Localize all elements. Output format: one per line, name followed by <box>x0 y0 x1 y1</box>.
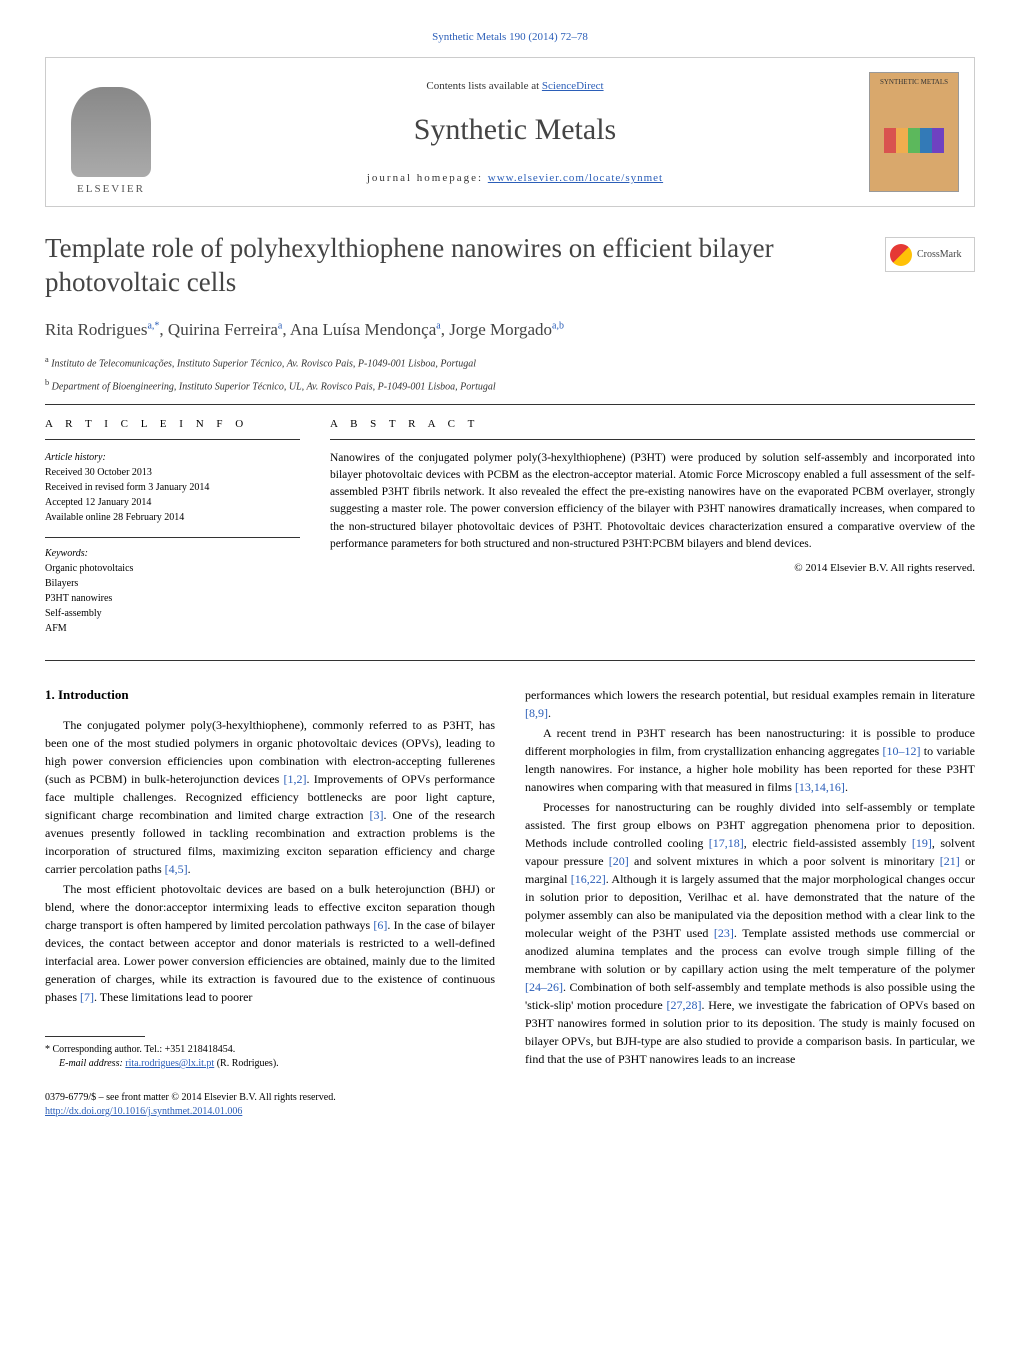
reference-link[interactable]: [10–12] <box>882 744 920 758</box>
issn-line: 0379-6779/$ – see front matter © 2014 El… <box>45 1091 495 1105</box>
journal-header: ELSEVIER Contents lists available at Sci… <box>45 57 975 207</box>
homepage-link[interactable]: www.elsevier.com/locate/synmet <box>488 172 663 184</box>
intro-heading: 1. Introduction <box>45 686 495 704</box>
left-column: 1. Introduction The conjugated polymer p… <box>45 686 495 1119</box>
history-line: Received 30 October 2013 <box>45 465 300 480</box>
abstract-heading: A B S T R A C T <box>330 417 975 439</box>
history-label: Article history: <box>45 450 300 465</box>
reference-link[interactable]: [3] <box>370 808 384 822</box>
article-info-heading: A R T I C L E I N F O <box>45 417 300 439</box>
info-abstract-row: A R T I C L E I N F O Article history: R… <box>45 404 975 660</box>
info-divider <box>45 537 300 538</box>
cover-label: SYNTHETIC METALS <box>880 78 948 88</box>
corresponding-line: * Corresponding author. Tel.: +351 21841… <box>45 1043 495 1057</box>
email-suffix: (R. Rodrigues). <box>214 1058 278 1069</box>
reference-link[interactable]: [20] <box>609 854 629 868</box>
reference-link[interactable]: [4,5] <box>165 862 188 876</box>
history-line: Received in revised form 3 January 2014 <box>45 480 300 495</box>
header-citation: Synthetic Metals 190 (2014) 72–78 <box>45 30 975 45</box>
cover-color-band <box>884 128 944 153</box>
abstract-copyright: © 2014 Elsevier B.V. All rights reserved… <box>330 561 975 576</box>
keyword-line: AFM <box>45 621 300 636</box>
reference-link[interactable]: [1,2] <box>284 772 307 786</box>
authors-line: Rita Rodriguesa,*, Quirina Ferreiraa, An… <box>45 318 975 342</box>
body-paragraph: Processes for nanostructuring can be rou… <box>525 798 975 1068</box>
email-link[interactable]: rita.rodrigues@lx.it.pt <box>125 1058 214 1069</box>
keyword-line: Organic photovoltaics <box>45 561 300 576</box>
email-line: E-mail address: rita.rodrigues@lx.it.pt … <box>45 1057 495 1071</box>
keyword-line: Self-assembly <box>45 606 300 621</box>
reference-link[interactable]: [6] <box>373 918 387 932</box>
affiliation-line: a Instituto de Telecomunicações, Institu… <box>45 354 975 371</box>
crossmark-label: CrossMark <box>917 248 961 262</box>
band-strip <box>920 128 932 153</box>
email-label: E-mail address: <box>59 1058 125 1069</box>
keyword-line: P3HT nanowires <box>45 591 300 606</box>
crossmark-icon <box>890 244 912 266</box>
reference-link[interactable]: [21] <box>940 854 960 868</box>
journal-header-center: Contents lists available at ScienceDirec… <box>161 79 869 187</box>
keywords-block: Keywords: Organic photovoltaicsBilayersP… <box>45 546 300 636</box>
paper-title: Template role of polyhexylthiophene nano… <box>45 232 865 300</box>
abstract-column: A B S T R A C T Nanowires of the conjuga… <box>330 417 975 647</box>
reference-link[interactable]: [24–26] <box>525 980 563 994</box>
elsevier-logo: ELSEVIER <box>61 67 161 197</box>
journal-name: Synthetic Metals <box>161 109 869 151</box>
journal-cover-thumbnail: SYNTHETIC METALS <box>869 72 959 192</box>
affiliations: a Instituto de Telecomunicações, Institu… <box>45 354 975 395</box>
body-paragraph: The conjugated polymer poly(3-hexylthiop… <box>45 716 495 878</box>
doi-link[interactable]: http://dx.doi.org/10.1016/j.synthmet.201… <box>45 1106 242 1117</box>
history-line: Accepted 12 January 2014 <box>45 495 300 510</box>
title-row: Template role of polyhexylthiophene nano… <box>45 232 975 300</box>
keywords-label: Keywords: <box>45 546 300 561</box>
journal-homepage-line: journal homepage: www.elsevier.com/locat… <box>161 171 869 186</box>
homepage-label: journal homepage: <box>367 172 488 184</box>
reference-link[interactable]: [23] <box>714 926 734 940</box>
corresponding-author-footnote: * Corresponding author. Tel.: +351 21841… <box>45 1043 495 1071</box>
crossmark-badge[interactable]: CrossMark <box>885 237 975 272</box>
band-strip <box>896 128 908 153</box>
body-paragraph: A recent trend in P3HT research has been… <box>525 724 975 796</box>
band-strip <box>884 128 896 153</box>
reference-link[interactable]: [19] <box>912 836 932 850</box>
contents-available-line: Contents lists available at ScienceDirec… <box>161 79 869 94</box>
elsevier-tree-icon <box>71 87 151 177</box>
article-history-block: Article history: Received 30 October 201… <box>45 450 300 525</box>
band-strip <box>932 128 944 153</box>
reference-link[interactable]: [27,28] <box>667 998 702 1012</box>
contents-prefix: Contents lists available at <box>426 80 541 92</box>
reference-link[interactable]: [8,9] <box>525 706 548 720</box>
abstract-text: Nanowires of the conjugated polymer poly… <box>330 450 975 554</box>
reference-link[interactable]: [13,14,16] <box>795 780 845 794</box>
right-column: performances which lowers the research p… <box>525 686 975 1119</box>
reference-link[interactable]: [17,18] <box>709 836 744 850</box>
article-info-column: A R T I C L E I N F O Article history: R… <box>45 417 300 647</box>
bottom-info: 0379-6779/$ – see front matter © 2014 El… <box>45 1091 495 1119</box>
body-paragraph: The most efficient photovoltaic devices … <box>45 880 495 1006</box>
reference-link[interactable]: [16,22] <box>571 872 606 886</box>
body-columns: 1. Introduction The conjugated polymer p… <box>45 686 975 1119</box>
reference-link[interactable]: [7] <box>80 990 94 1004</box>
keyword-line: Bilayers <box>45 576 300 591</box>
history-line: Available online 28 February 2014 <box>45 510 300 525</box>
sciencedirect-link[interactable]: ScienceDirect <box>542 80 604 92</box>
body-paragraph: performances which lowers the research p… <box>525 686 975 722</box>
band-strip <box>908 128 920 153</box>
affiliation-line: b Department of Bioengineering, Institut… <box>45 377 975 394</box>
footnote-rule <box>45 1036 145 1037</box>
elsevier-label: ELSEVIER <box>77 182 145 197</box>
